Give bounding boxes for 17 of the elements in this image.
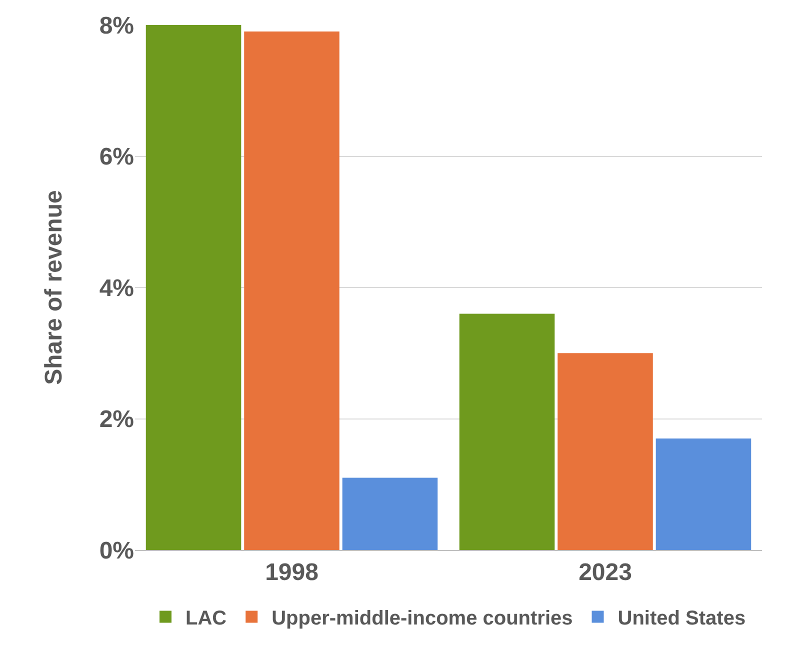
- legend-label: United States: [618, 608, 746, 630]
- y-tick-label: 8%: [99, 12, 134, 40]
- x-tick-label: 2023: [578, 558, 632, 586]
- bar: [459, 314, 555, 550]
- y-tick-label: 4%: [99, 274, 134, 302]
- bar: [244, 32, 340, 550]
- y-tick-label: 2%: [99, 406, 134, 434]
- y-tick-label: 6%: [99, 144, 134, 171]
- y-axis-title: Share of revenue: [40, 190, 68, 385]
- bar: [342, 478, 438, 550]
- bar: [558, 353, 653, 550]
- y-tick-label: 0%: [99, 537, 134, 564]
- legend-label: LAC: [186, 608, 227, 630]
- bar: [146, 25, 242, 550]
- bar: [656, 438, 752, 550]
- legend-label: Upper-middle-income countries: [272, 608, 573, 630]
- x-tick-label: 1998: [265, 558, 318, 586]
